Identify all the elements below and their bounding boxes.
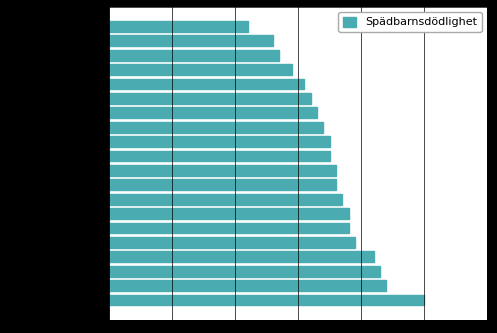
Bar	[109, 151, 330, 162]
Bar	[109, 266, 380, 277]
Legend: Spädbarnsdödlighet: Spädbarnsdödlighet	[338, 12, 482, 32]
Bar	[109, 21, 248, 32]
Bar	[109, 107, 317, 118]
Bar	[109, 295, 424, 305]
Bar	[109, 136, 330, 147]
Bar	[109, 79, 305, 89]
Bar	[109, 194, 342, 204]
Bar	[109, 64, 292, 75]
Bar	[109, 165, 336, 176]
Bar	[109, 179, 336, 190]
Bar	[109, 208, 348, 219]
Bar	[109, 35, 273, 46]
Bar	[109, 50, 279, 61]
Bar	[109, 222, 348, 233]
Bar	[109, 237, 355, 248]
Bar	[109, 93, 311, 104]
Bar	[109, 251, 374, 262]
Bar	[109, 122, 324, 133]
Bar	[109, 280, 386, 291]
